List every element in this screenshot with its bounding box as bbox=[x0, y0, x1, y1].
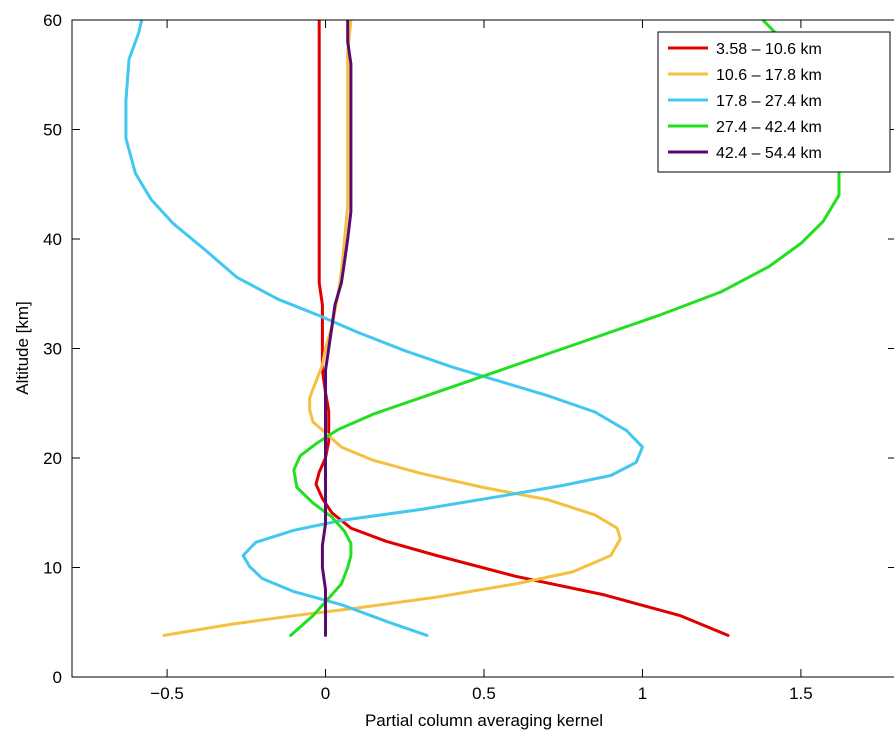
y-axis-label: Altitude [km] bbox=[13, 301, 32, 395]
legend-label-3: 17.8 – 27.4 km bbox=[716, 93, 822, 110]
series-line-5 bbox=[320, 20, 353, 637]
legend: 3.58 – 10.6 km 10.6 – 17.8 km 17.8 – 27.4 … bbox=[657, 31, 891, 173]
y-tick-label: 10 bbox=[43, 559, 62, 578]
y-tick-label: 50 bbox=[43, 121, 62, 140]
y-tick-label: 0 bbox=[53, 668, 62, 687]
x-tick-label: 1.5 bbox=[789, 684, 813, 703]
x-tick-label: 0 bbox=[321, 684, 330, 703]
legend-label-2: 10.6 – 17.8 km bbox=[716, 67, 822, 84]
x-tick-label: −0.5 bbox=[150, 684, 184, 703]
x-axis-label: Partial column averaging kernel bbox=[365, 711, 603, 730]
series-line-2 bbox=[162, 20, 622, 637]
legend-label-5: 42.4 – 54.4 km bbox=[716, 145, 822, 162]
x-tick-label: 1 bbox=[638, 684, 647, 703]
y-tick-label: 20 bbox=[43, 449, 62, 468]
series-line-1 bbox=[314, 20, 730, 637]
ticks-layer: −0.5 0 0.5 1 1.5 0 10 20 30 40 50 60 bbox=[43, 11, 894, 703]
series-layer bbox=[124, 20, 841, 637]
y-tick-label: 40 bbox=[43, 230, 62, 249]
legend-label-4: 27.4 – 42.4 km bbox=[716, 119, 822, 136]
y-tick-label: 60 bbox=[43, 11, 62, 30]
series-line-3 bbox=[124, 20, 644, 637]
legend-label-1: 3.58 – 10.6 km bbox=[716, 41, 822, 58]
legend-box bbox=[657, 31, 891, 173]
y-tick-label: 30 bbox=[43, 340, 62, 359]
x-tick-label: 0.5 bbox=[472, 684, 496, 703]
